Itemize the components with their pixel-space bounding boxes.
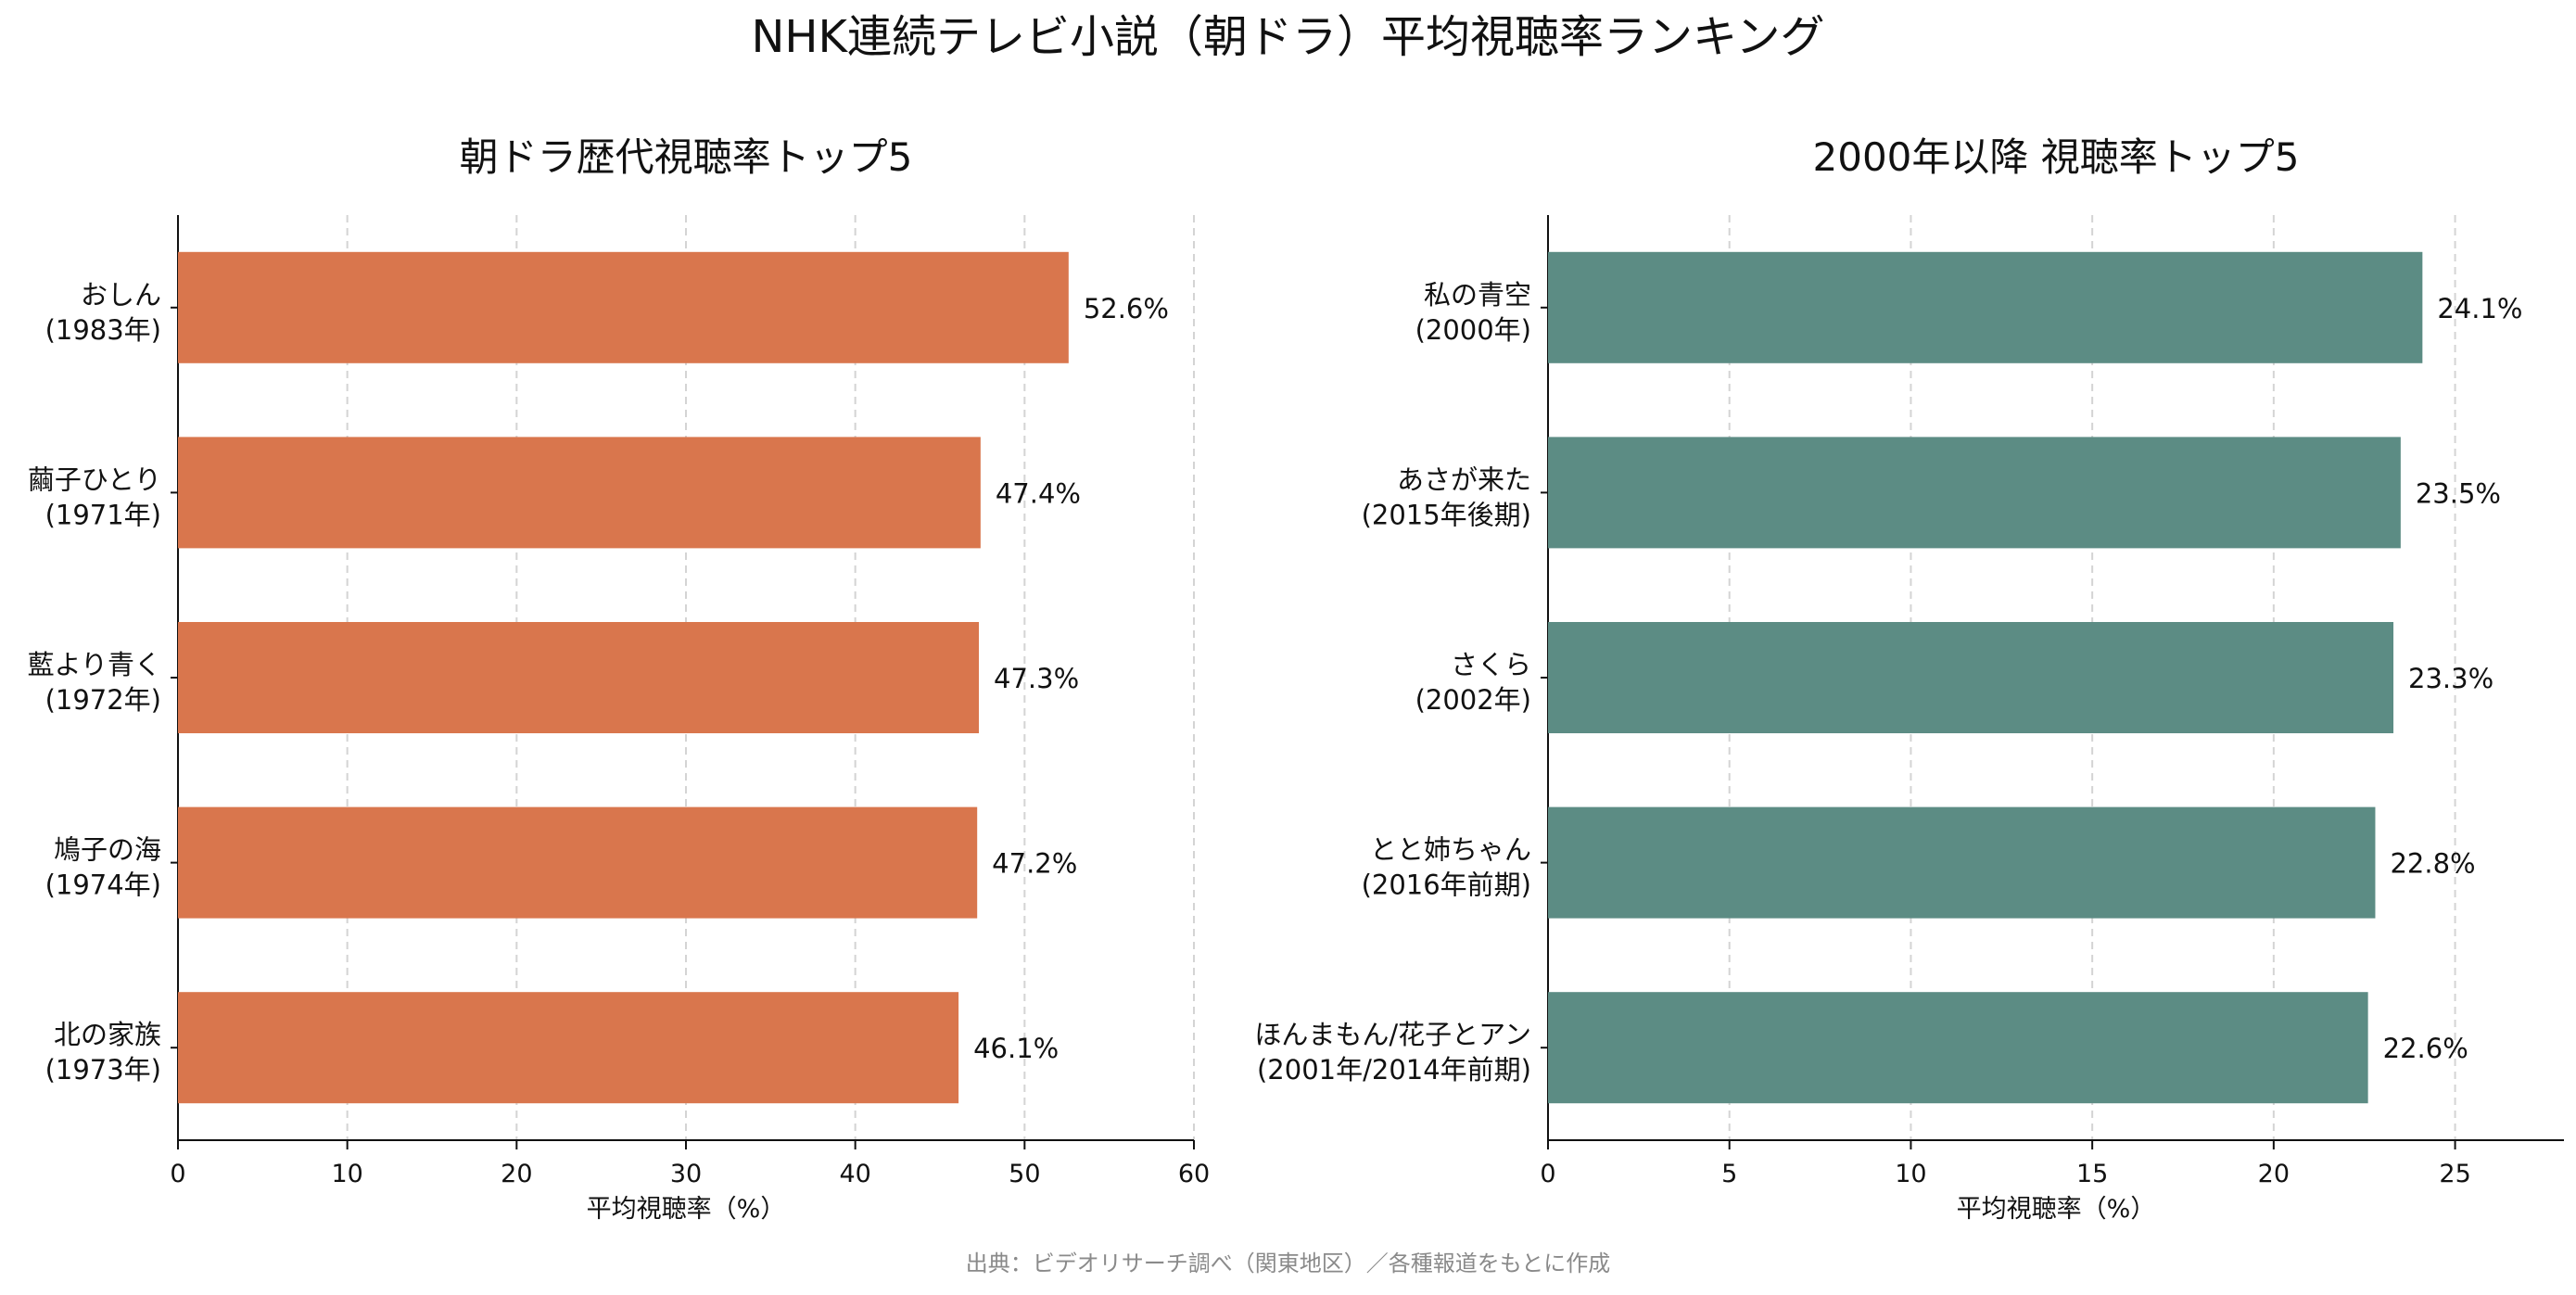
chart1-value-label: 47.4% <box>996 477 1081 509</box>
chart2-category-label: あさが来た <box>1397 463 1531 495</box>
chart1-value-label: 47.3% <box>994 663 1079 694</box>
chart2-bar <box>1548 992 2368 1104</box>
chart2-category-year-label: (2016年前期) <box>1362 870 1531 901</box>
chart1-x-tick-label: 60 <box>1178 1160 1210 1188</box>
chart2-value-label: 22.8% <box>2390 848 2475 880</box>
chart1-category-label: 藍より青く <box>28 649 161 680</box>
chart2-x-tick-label: 0 <box>1540 1160 1555 1188</box>
chart1-category-label: 繭子ひとり <box>28 463 161 495</box>
chart2-x-tick-label: 25 <box>2439 1160 2470 1188</box>
chart1-category-year-label: (1972年) <box>45 684 161 716</box>
chart1-category-year-label: (1971年) <box>45 499 161 530</box>
chart2-x-tick-label: 5 <box>1721 1160 1737 1188</box>
chart2-category-year-label: (2000年) <box>1415 314 1531 346</box>
chart1-category-year-label: (1974年) <box>45 870 161 901</box>
page-title: NHK連続テレビ小説（朝ドラ）平均視聴率ランキング <box>751 11 1825 63</box>
chart1-value-label: 46.1% <box>973 1033 1059 1064</box>
chart1-value-label: 47.2% <box>992 848 1077 880</box>
chart1-bar <box>178 622 980 733</box>
chart1-bar <box>178 806 978 919</box>
chart2-category-year-label: (2002年) <box>1415 684 1531 716</box>
chart1-bar <box>178 992 959 1104</box>
chart2-x-tick-label: 15 <box>2076 1160 2108 1188</box>
chart1-x-label: 平均視聴率（%） <box>587 1195 786 1224</box>
chart2-title: 2000年以降 視聴率トップ5 <box>1813 134 2300 180</box>
chart2-value-label: 22.6% <box>2383 1033 2468 1064</box>
chart1-category-label: 北の家族 <box>54 1019 161 1050</box>
source-note: 出典：ビデオリサーチ調べ（関東地区）／各種報道をもとに作成 <box>965 1251 1611 1276</box>
chart2-category-label: ほんまもん/花子とアン <box>1254 1019 1531 1050</box>
chart2-category-label: さくら <box>1451 649 1531 680</box>
chart1-category-label: おしん <box>81 279 161 311</box>
chart2-category-label: とと姉ちゃん <box>1370 834 1531 866</box>
chart2-x-tick-label: 20 <box>2258 1160 2290 1188</box>
chart2-value-label: 23.5% <box>2416 477 2501 509</box>
chart2-bar <box>1548 251 2423 363</box>
chart1-x-tick-label: 20 <box>501 1160 532 1188</box>
chart2-x-tick-label: 10 <box>1895 1160 1926 1188</box>
chart2-category-year-label: (2015年後期) <box>1362 499 1531 530</box>
chart2-value-label: 24.1% <box>2437 293 2522 324</box>
chart2-category-label: 私の青空 <box>1424 279 1531 311</box>
chart2-bar <box>1548 622 2394 733</box>
chart1-value-label: 52.6% <box>1084 293 1169 324</box>
chart1-x-tick-label: 10 <box>331 1160 362 1188</box>
chart2-category-year-label: (2001年/2014年前期) <box>1257 1054 1531 1086</box>
chart1-bar <box>178 251 1069 363</box>
chart1-x-tick-label: 30 <box>670 1160 702 1188</box>
chart2-bar <box>1548 806 2376 919</box>
chart2-x-label: 平均視聴率（%） <box>1957 1195 2156 1224</box>
chart1-category-year-label: (1983年) <box>45 314 161 346</box>
chart1-title: 朝ドラ歴代視聴率トップ5 <box>460 134 913 180</box>
chart2-bar <box>1548 437 2401 549</box>
chart1-category-year-label: (1973年) <box>45 1054 161 1086</box>
chart1-x-tick-label: 40 <box>839 1160 870 1188</box>
chart1-x-tick-label: 50 <box>1009 1160 1040 1188</box>
chart2-value-label: 23.3% <box>2408 663 2494 694</box>
chart1-category-label: 鳩子の海 <box>54 834 161 866</box>
chart1-x-tick-label: 0 <box>170 1160 185 1188</box>
chart1-bar <box>178 437 981 549</box>
